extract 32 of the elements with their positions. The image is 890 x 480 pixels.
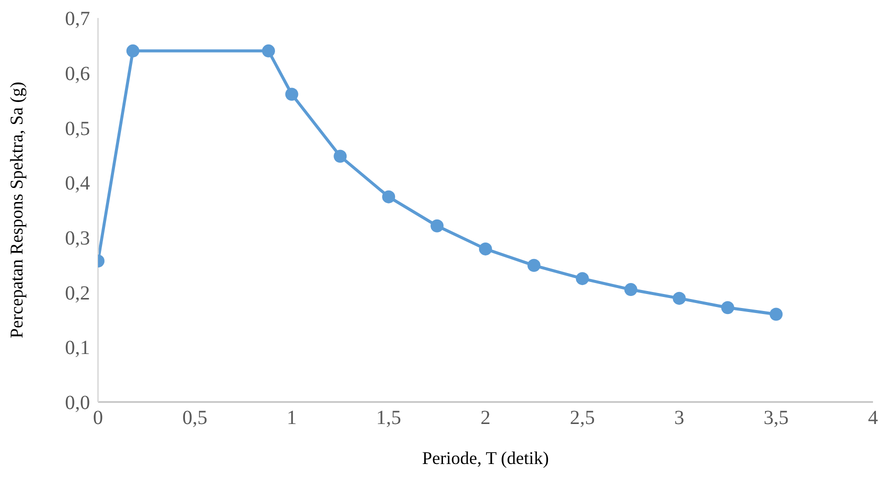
- x-tick-label: 3,5: [764, 407, 789, 430]
- y-axis-title: Percepatan Respons Spektra, Sa (g): [6, 82, 26, 338]
- y-tick-label: 0,3: [65, 228, 90, 250]
- point: [721, 301, 734, 314]
- point: [334, 150, 347, 163]
- y-tick-label: 0,5: [65, 118, 90, 140]
- x-tick-label: 4: [868, 407, 878, 430]
- x-tick-label: 1,5: [376, 407, 402, 430]
- y-tick-label: 0,0: [65, 392, 90, 414]
- y-tick-label: 0,7: [65, 8, 90, 30]
- x-axis-title: Periode, T (detik): [422, 448, 549, 468]
- point: [624, 283, 638, 296]
- point: [527, 258, 540, 272]
- point: [126, 44, 140, 58]
- x-tick-label: 3: [674, 407, 684, 430]
- y-tick-label: 0,1: [65, 337, 90, 360]
- point: [430, 219, 444, 232]
- x-tick-label: 2,5: [570, 407, 595, 430]
- point: [262, 44, 275, 58]
- x-tick-label: 0,5: [182, 407, 208, 430]
- y-tick-label: 0,2: [65, 282, 90, 304]
- point: [672, 292, 686, 305]
- point: [576, 272, 589, 286]
- point: [382, 190, 396, 204]
- point: [479, 242, 492, 256]
- point: [770, 308, 783, 321]
- x-tick-label: 1: [286, 407, 297, 430]
- y-tick-label: 0,4: [65, 172, 90, 195]
- y-tick-label: 0,6: [65, 62, 90, 85]
- x-tick-label: 0: [93, 407, 103, 430]
- x-tick-label: 2: [480, 407, 490, 430]
- point: [285, 88, 298, 101]
